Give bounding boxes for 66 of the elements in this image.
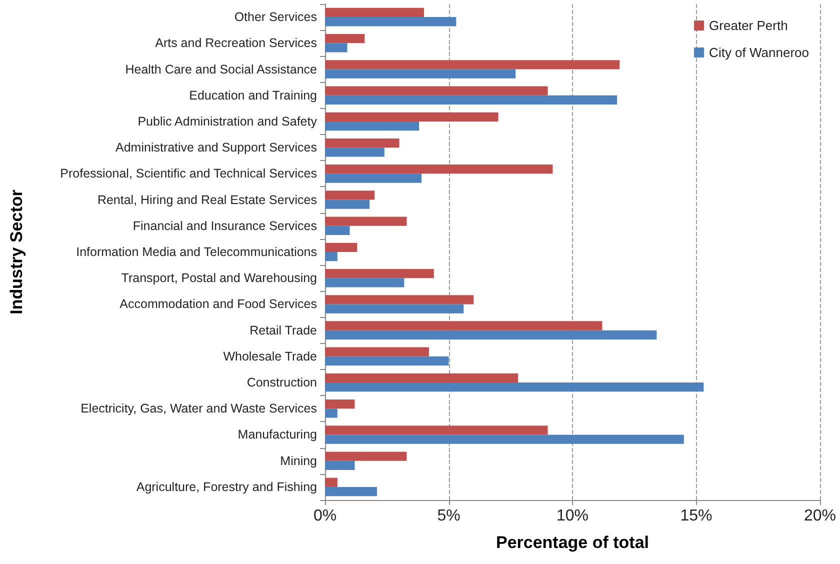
bar [325,69,516,78]
bar [325,356,449,366]
y-tick-label: Financial and Insurance Services [132,218,317,233]
bar [325,434,684,444]
y-tick-label: Administrative and Support Services [116,140,317,155]
legend-label: Greater Perth [709,18,788,33]
x-tick-label: 15% [680,508,712,524]
x-tick-label: 0% [313,508,337,524]
y-tick-label: Mining [280,454,318,468]
bar [325,60,620,70]
y-tick-label: Manufacturing [238,428,318,442]
y-tick-label: Health Care and Social Assistance [125,62,318,76]
bar [325,200,370,209]
y-axis-title: Industry Sector [7,189,26,314]
bar [325,486,377,496]
bar [325,252,338,262]
bar [325,321,602,330]
y-tick-label: Retail Trade [250,323,318,338]
bar [325,295,474,304]
y-tick-label: Electricity, Gas, Water and Waste Services [80,402,317,416]
bar [325,242,358,252]
bar [325,408,338,418]
bar [325,86,548,96]
y-tick-label: Wholesale Trade [223,349,318,364]
y-tick-label: Information Media and Telecommunications [76,245,317,259]
bar [325,34,365,44]
y-tick-label: Agriculture, Forestry and Fishing [136,480,318,494]
y-tick-label: Construction [246,376,318,390]
bar [325,216,407,226]
bar [325,399,355,409]
bar [325,373,518,383]
y-tick-label: Professional, Scientific and Technical Services [60,166,317,181]
bar [325,278,404,288]
y-tick-label: Arts and Recreation Services [155,36,317,50]
bar [325,112,498,122]
y-tick-label: Education and Training [189,88,318,102]
bar [325,452,407,461]
bar [325,17,456,26]
bar [325,148,384,157]
x-tick-label: 5% [437,508,460,524]
x-tick-label: 10% [556,508,589,524]
y-tick-label: Public Administration and Safety [138,114,318,128]
y-tick-label: Other Services [234,10,317,24]
x-tick-label: 20% [804,508,836,524]
bar [325,460,355,470]
x-axis-title: Percentage of total [496,533,650,552]
bar [325,347,429,356]
legend-label: City of Wanneroo [709,45,810,60]
bar [325,304,464,314]
y-tick-label: Rental, Hiring and Real Estate Services [97,192,317,207]
bar [325,8,424,18]
bar [325,190,374,200]
y-tick-label: Accommodation and Food Services [120,297,317,312]
bar [325,268,434,278]
bar [325,226,350,236]
bar [325,95,618,105]
y-tick-label: Transport, Postal and Warehousing [121,271,318,286]
bar [325,138,400,148]
bar [325,43,348,52]
bar [325,174,422,183]
bar [325,478,338,487]
bar [325,164,553,174]
bar [325,382,704,392]
bar [325,426,548,435]
bar [325,330,657,340]
bar [325,121,420,131]
